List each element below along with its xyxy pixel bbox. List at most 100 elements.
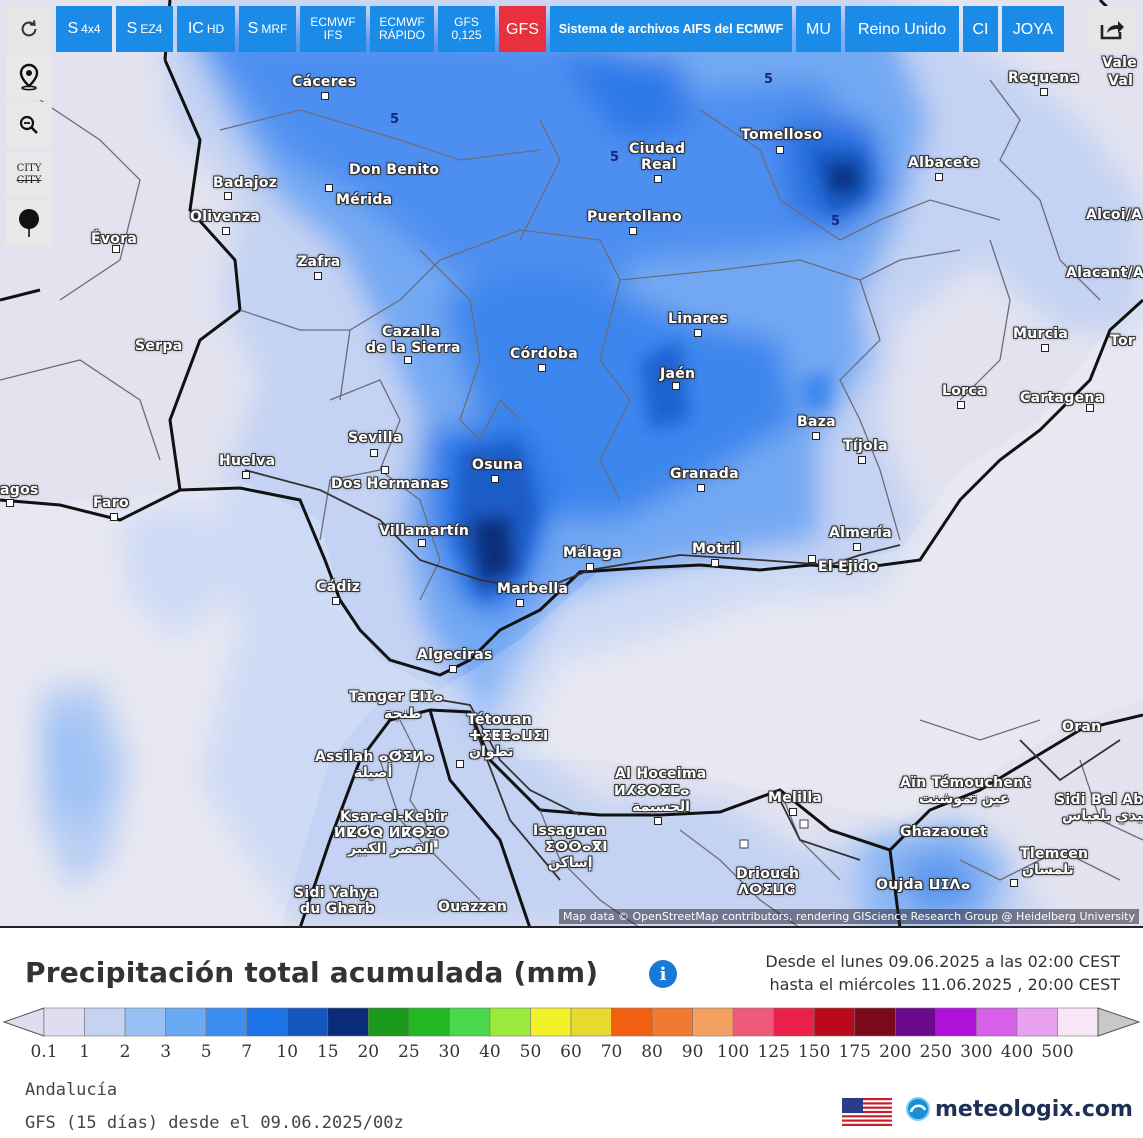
- scale-tick-label: 175: [838, 1042, 871, 1062]
- model-button-s-mrf[interactable]: S MRF: [239, 6, 296, 52]
- model-button-gfs-0125[interactable]: GFS 0,125: [438, 6, 495, 52]
- model-button-aifs-ecmwf[interactable]: Sistema de archivos AIFS del ECMWF: [550, 6, 792, 52]
- scale-tick-label: 40: [479, 1042, 501, 1062]
- city-label: Vale: [1102, 55, 1138, 71]
- city-marker: [694, 329, 702, 337]
- scale-bin: [449, 1007, 491, 1037]
- city-label: Tíjola: [843, 438, 888, 454]
- city-label: إساكن: [548, 855, 593, 871]
- scale-bin: [813, 1007, 856, 1037]
- city-label: Tomelloso: [741, 127, 823, 143]
- scale-bin: [611, 1007, 653, 1037]
- zoom-button[interactable]: [6, 102, 52, 148]
- model-button-joya[interactable]: JOYA: [1002, 6, 1064, 52]
- model-button-ecmwf-rapido[interactable]: ECMWF RÁPIDO: [370, 6, 434, 52]
- city-label: Alacant/A: [1066, 265, 1143, 281]
- city-label: Linares: [668, 311, 728, 327]
- city-marker: [332, 597, 340, 605]
- city-label: Cáceres: [292, 74, 357, 90]
- city-label: Baza: [797, 414, 836, 430]
- top-toolbar: S 4x4 S EZ4 IC HD S MRF ECMWF IFS ECMWF RÁPI…: [0, 0, 1143, 54]
- city-label: Sevilla: [348, 430, 403, 446]
- model-button-ecmwf-ifs[interactable]: ECMWF IFS: [300, 6, 366, 52]
- city-label: ⵜⵉⵟⵟⴰⵡⵉⵏ: [469, 728, 549, 744]
- scale-arrow-right: [1097, 1007, 1141, 1037]
- scale-bin: [84, 1007, 126, 1037]
- location-button[interactable]: [6, 54, 52, 100]
- city-marker: [370, 449, 378, 457]
- share-button[interactable]: [1089, 6, 1135, 52]
- scale-tick-label: 10: [276, 1042, 299, 1062]
- marker-button[interactable]: [6, 200, 52, 246]
- scale-tick-label: 80: [641, 1042, 663, 1062]
- scale-tick-label: 200: [879, 1042, 912, 1062]
- scale-bin: [1016, 1007, 1058, 1037]
- scale-tick-label: 50: [519, 1042, 542, 1062]
- model-button-reino-unido[interactable]: Reino Unido: [845, 6, 959, 52]
- scale-bin: [124, 1007, 166, 1037]
- scale-tick-label: 125: [757, 1042, 790, 1062]
- city-label: Évora: [91, 231, 138, 247]
- model-button-ci[interactable]: CI: [963, 6, 998, 52]
- city-label: Málaga: [563, 545, 622, 561]
- scale-bin: [489, 1007, 531, 1037]
- city-marker: [808, 555, 816, 563]
- city-label: Sidi Yahya: [294, 885, 379, 901]
- city-label: Aïn Témouchent: [900, 775, 1031, 791]
- scale-bin: [692, 1007, 734, 1037]
- contour-label: 5: [831, 214, 841, 229]
- model-button-s-4x4[interactable]: S 4x4: [56, 6, 112, 52]
- city-toggle-button[interactable]: CITY CITY: [6, 152, 52, 198]
- city-marker: [858, 456, 866, 464]
- city-marker: [516, 599, 524, 607]
- scale-tick-label: 5: [200, 1042, 212, 1062]
- city-marker: [776, 146, 784, 154]
- city-label: Oran: [1062, 719, 1102, 735]
- scale-bin: [976, 1007, 1018, 1037]
- brand[interactable]: meteologix.com: [905, 1096, 1133, 1122]
- scale-tick-label: 400: [1000, 1042, 1034, 1062]
- period-start: Desde el lunes 09.06.2025 a las 02:00 CE…: [765, 952, 1120, 971]
- precipitation-map[interactable]: 5 5 5 5 Cáceres Requena Vale Val Ciudad …: [0, 0, 1143, 928]
- city-label: Cádiz: [316, 579, 361, 595]
- model-button-mu[interactable]: MU: [796, 6, 841, 52]
- city-label: Driouch: [736, 866, 800, 882]
- info-icon[interactable]: i: [649, 960, 677, 988]
- us-flag-icon[interactable]: [842, 1098, 892, 1126]
- refresh-button[interactable]: [6, 6, 52, 52]
- contour-label: 5: [390, 112, 400, 127]
- city-label: Tlemcen: [1020, 846, 1089, 862]
- city-label: تطوان: [469, 744, 514, 760]
- model-button-gfs[interactable]: GFS: [499, 6, 546, 52]
- city-label: Granada: [670, 466, 739, 482]
- city-label: Murcia: [1013, 326, 1069, 342]
- zoom-icon: [19, 115, 38, 134]
- scale-bin: [408, 1007, 450, 1037]
- city-marker: [404, 356, 412, 364]
- city-marker: [789, 808, 797, 816]
- city-marker: [6, 499, 14, 507]
- city-marker: [224, 192, 232, 200]
- map-pin-icon: [19, 63, 39, 91]
- city-label: El Ejido: [818, 559, 879, 575]
- model-button-ic-hd[interactable]: IC HD: [177, 6, 235, 52]
- city-marker: [697, 484, 705, 492]
- scale-tick-label: 300: [960, 1042, 993, 1062]
- city-label: طنجة: [384, 706, 422, 722]
- city-marker: [935, 173, 943, 181]
- city-label: القصر الكبير: [348, 841, 434, 857]
- city-label: تلمسان: [1022, 862, 1074, 878]
- city-label: du Gharb: [300, 901, 376, 917]
- city-label: سيدي بلعباس: [1062, 808, 1143, 824]
- city-marker: [325, 184, 333, 192]
- model-button-s-ez4[interactable]: S EZ4: [116, 6, 173, 52]
- city-marker: [538, 364, 546, 372]
- city-marker: [654, 175, 662, 183]
- city-label: Almería: [829, 525, 892, 541]
- map-attribution: Map data © OpenStreetMap contributors, r…: [559, 909, 1139, 924]
- legend-panel: Precipitación total acumulada (mm) i Des…: [0, 930, 1143, 1138]
- city-marker: [1041, 344, 1049, 352]
- city-label: عين تموشنت: [919, 791, 1010, 807]
- city-label: Córdoba: [510, 346, 579, 362]
